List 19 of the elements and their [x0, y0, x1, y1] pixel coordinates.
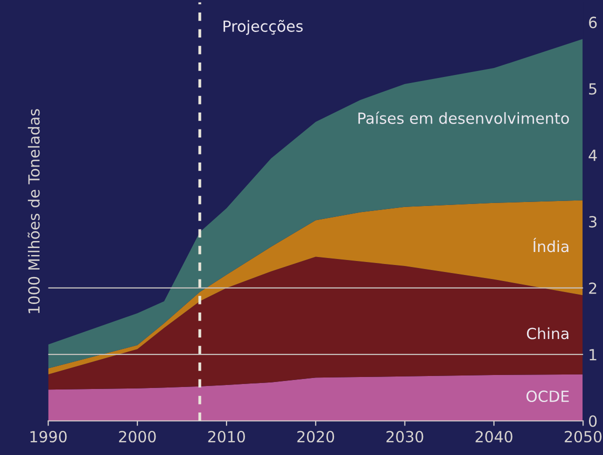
series-label: Índia — [533, 238, 568, 252]
y-axis-title: 1000 Milhões de Toneladas — [28, 109, 40, 314]
x-tick-label: 2000 — [119, 430, 156, 442]
y-tick-label: 5 — [589, 83, 596, 95]
x-tick-label: 2030 — [386, 430, 424, 442]
y-tick-label: 2 — [589, 282, 596, 294]
x-tick-label: 2040 — [476, 430, 512, 442]
x-tick-label: 2050 — [564, 430, 602, 442]
y-tick-label: 1 — [590, 349, 596, 360]
x-tick-label: 2010 — [208, 430, 245, 442]
y-tick-label: 3 — [589, 216, 596, 228]
series-label: Países em desenvolvimento — [358, 112, 569, 124]
y-tick-label: 0 — [588, 415, 597, 427]
ref-line-label: Projecções — [224, 20, 303, 35]
y-tick-label: 6 — [589, 16, 597, 28]
series-label: China — [526, 327, 568, 340]
x-tick-label: 1990 — [30, 430, 67, 442]
x-tick-label: 2020 — [297, 430, 334, 442]
y-tick-label: 4 — [588, 150, 597, 161]
